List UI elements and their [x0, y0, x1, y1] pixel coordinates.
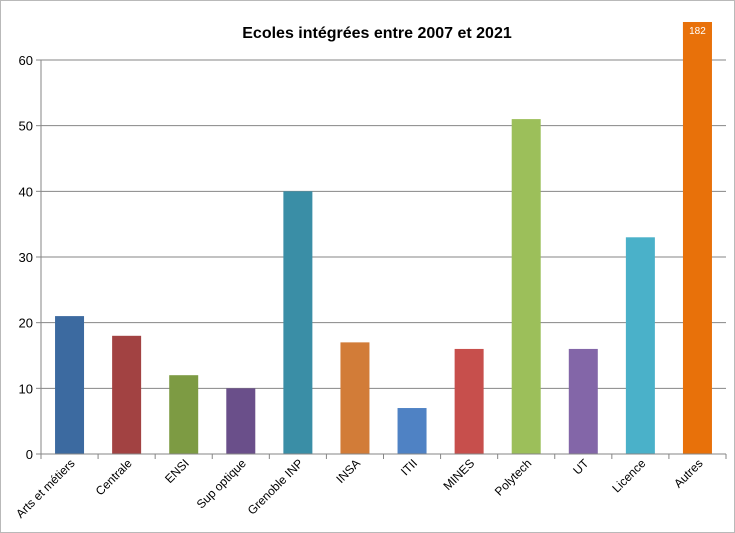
- bars: [55, 22, 712, 455]
- x-tick-label: UT: [570, 456, 592, 478]
- x-tick-label: MINES: [440, 456, 477, 493]
- y-tick-label: 30: [19, 250, 33, 265]
- bar-itii: [397, 408, 427, 454]
- y-tick-label: 10: [19, 381, 33, 396]
- bar-overflow-tag: [682, 22, 712, 40]
- y-tick-label: 0: [26, 447, 33, 462]
- x-tick-label: Licence: [609, 456, 648, 495]
- bar-centrale: [112, 335, 142, 454]
- bar-grenoble-inp: [283, 191, 313, 455]
- x-tick-label: Sup optique: [194, 456, 249, 511]
- bar-autres: [682, 22, 712, 454]
- bar-licence: [625, 237, 655, 454]
- bar-insa: [340, 342, 370, 454]
- bar-ut: [568, 348, 598, 454]
- bar-ensi: [169, 375, 199, 454]
- y-tick-label: 60: [19, 53, 33, 68]
- x-tick-label: Autres: [671, 456, 705, 490]
- bar-polytech: [511, 119, 541, 454]
- annotations: 182: [689, 26, 706, 37]
- y-tick-label: 40: [19, 184, 33, 199]
- x-tick-label: Polytech: [492, 456, 534, 498]
- x-tick-label: Grenoble INP: [245, 456, 306, 517]
- x-tick-label: Centrale: [93, 456, 135, 498]
- y-tick-label: 50: [19, 119, 33, 134]
- bar-sup-optique: [226, 388, 256, 454]
- bar-arts-et-m-tiers: [55, 316, 85, 454]
- gridlines: [36, 59, 726, 455]
- x-tick-label: INSA: [333, 456, 363, 486]
- x-tick-label: ITII: [398, 456, 420, 478]
- bar-value-label: 182: [689, 26, 706, 37]
- bar-mines: [454, 348, 484, 454]
- chart-title: Ecoles intégrées entre 2007 et 2021: [242, 25, 512, 42]
- x-tick-labels: Arts et métiers Centrale ENSI Sup optiqueGr…: [13, 454, 727, 521]
- y-tick-label: 20: [19, 316, 33, 331]
- x-tick-label: ENSI: [162, 456, 192, 486]
- y-tick-labels: 0 10 20 30 40 50 60: [19, 53, 33, 462]
- x-tick-label: Arts et métiers: [13, 456, 78, 521]
